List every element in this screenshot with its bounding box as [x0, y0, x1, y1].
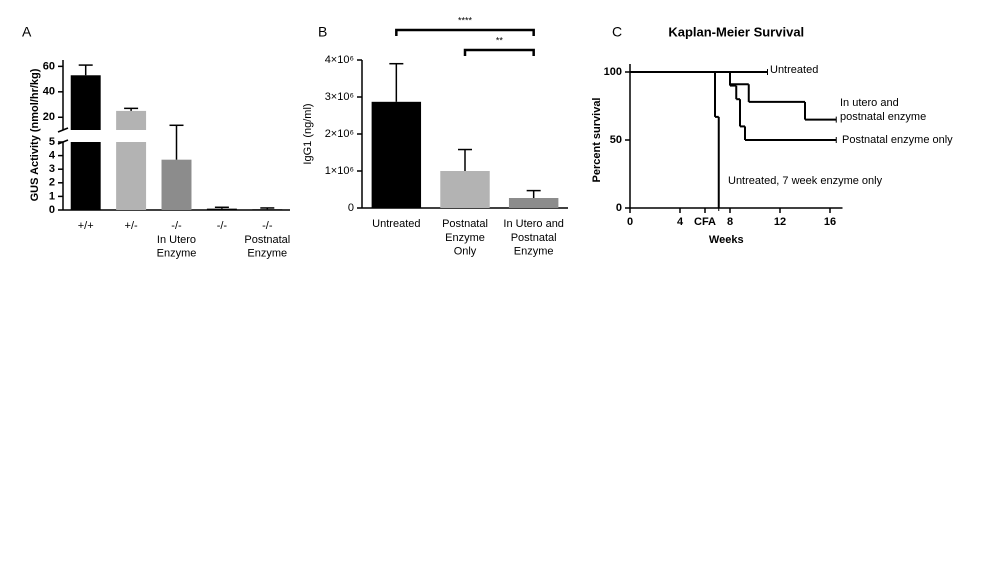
- y-tick-label: 100: [604, 66, 622, 78]
- bar: [161, 159, 192, 210]
- bar: [116, 142, 147, 210]
- y-tick-label: 4×10⁶: [325, 54, 354, 66]
- bar: [440, 171, 490, 208]
- y-axis-label: GUS Activity (nmol/hr/kg): [29, 68, 41, 201]
- x-tick-label: -/-Postnatal Enzyme: [244, 220, 290, 260]
- bar: [206, 208, 237, 210]
- y-axis-label: IgG1 (ng/ml): [302, 103, 314, 164]
- y-tick-label: 40: [43, 86, 55, 98]
- axis-break: [57, 127, 69, 133]
- x-tick-label: +/+: [78, 220, 94, 232]
- y-tick-label: 2×10⁶: [325, 128, 354, 140]
- x-tick-label: 12: [774, 216, 786, 228]
- panel-label: C: [612, 24, 622, 40]
- y-tick-label: 1×10⁶: [325, 165, 354, 177]
- series-label: Postnatal enzyme only: [842, 134, 953, 146]
- x-tick-label: 4: [677, 216, 684, 228]
- y-axis-label: Percent survival: [591, 98, 603, 183]
- series-label: In utero and postnatal enzyme: [840, 97, 926, 123]
- x-tick-label: 0: [627, 216, 633, 228]
- x-tick-label: -/-: [217, 220, 228, 232]
- y-tick-label: 0: [348, 202, 354, 214]
- y-tick-label: 3×10⁶: [325, 91, 354, 103]
- significance-bracket: [395, 28, 535, 36]
- x-tick-label: CFA: [694, 216, 716, 228]
- bar: [371, 101, 422, 208]
- x-tick-label: 8: [727, 216, 733, 228]
- y-tick-label: 60: [43, 60, 55, 72]
- x-tick-label: 16: [824, 216, 836, 228]
- significance-label: **: [496, 35, 504, 45]
- significance-bracket: [463, 48, 535, 56]
- chart-title: Kaplan-Meier Survival: [668, 24, 804, 39]
- significance-label: ****: [458, 15, 473, 25]
- y-tick-label: 5: [49, 136, 55, 148]
- y-tick-label: 50: [610, 134, 622, 146]
- y-tick-label: 4: [49, 150, 56, 162]
- y-tick-label: 20: [43, 111, 55, 123]
- bar: [508, 198, 559, 208]
- bar: [252, 209, 283, 210]
- x-tick-label: Postnatal Enzyme Only: [442, 218, 488, 258]
- bar: [116, 110, 147, 130]
- panel-label: B: [318, 24, 327, 40]
- bar: [70, 142, 101, 210]
- series-label: Untreated, 7 week enzyme only: [728, 175, 883, 187]
- y-tick-label: 0: [49, 204, 55, 216]
- x-tick-label: -/-In Utero Enzyme: [157, 220, 197, 260]
- series-label: Untreated: [770, 64, 818, 76]
- y-tick-label: 2: [49, 177, 55, 189]
- panel-label: A: [22, 24, 32, 40]
- y-tick-label: 3: [49, 163, 55, 175]
- y-tick-label: 1: [49, 190, 55, 202]
- x-axis-label: Weeks: [709, 234, 744, 246]
- bar: [70, 75, 101, 130]
- y-tick-label: 0: [616, 202, 622, 214]
- x-tick-label: +/-: [125, 220, 138, 232]
- x-tick-label: Untreated: [372, 218, 420, 230]
- x-tick-label: In Utero and Postnatal Enzyme: [503, 218, 564, 258]
